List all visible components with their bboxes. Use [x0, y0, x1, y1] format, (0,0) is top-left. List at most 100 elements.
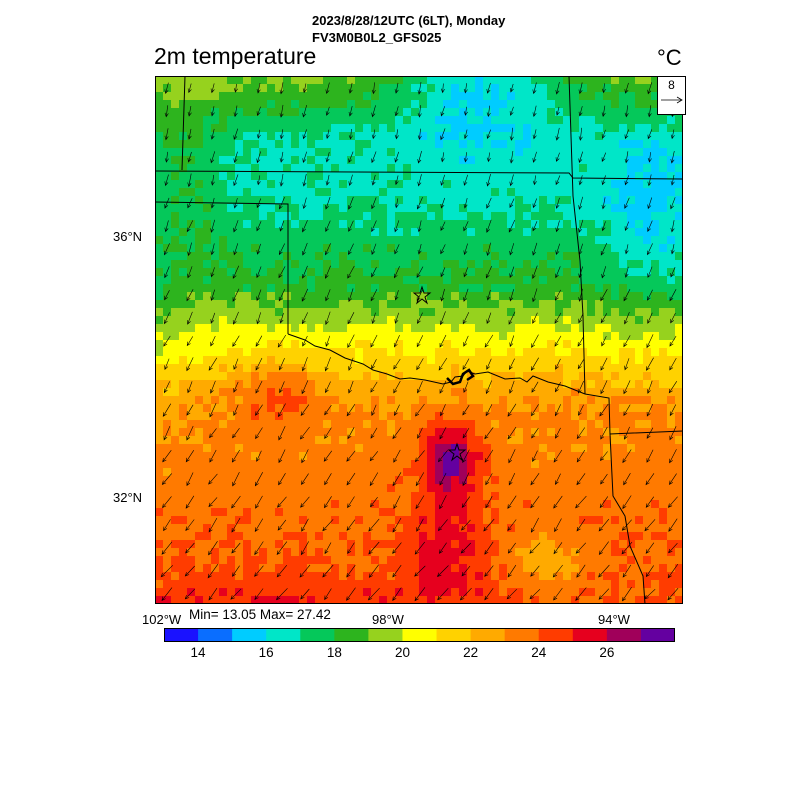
temperature-cell: [387, 268, 396, 277]
temperature-cell: [571, 292, 580, 301]
temperature-cell: [643, 100, 652, 109]
temperature-cell: [643, 420, 652, 429]
wind-arrow: [439, 334, 447, 348]
temperature-cell: [531, 476, 540, 485]
temperature-cell: [259, 164, 268, 173]
temperature-cell: [611, 180, 620, 189]
temperature-cell: [451, 484, 460, 493]
temperature-cell: [603, 540, 612, 549]
temperature-cell: [587, 124, 596, 133]
temperature-cell: [307, 380, 316, 389]
wind-arrow: [279, 381, 285, 394]
temperature-cell: [675, 380, 683, 389]
temperature-cell: [331, 236, 340, 245]
temperature-cell: [531, 540, 540, 549]
temperature-cell: [163, 308, 172, 317]
temperature-cell: [483, 316, 492, 325]
temperature-cell: [155, 524, 164, 533]
temperature-cell: [211, 364, 220, 373]
temperature-cell: [539, 204, 548, 213]
temperature-cell: [187, 140, 196, 149]
temperature-cell: [603, 300, 612, 309]
temperature-cell: [587, 220, 596, 229]
temperature-cell: [427, 500, 436, 509]
temperature-cell: [475, 380, 484, 389]
temperature-cell: [403, 84, 412, 93]
temperature-cell: [267, 516, 276, 525]
temperature-cell: [163, 444, 172, 453]
temperature-cell: [571, 252, 580, 261]
temperature-cell: [195, 324, 204, 333]
temperature-cell: [635, 300, 644, 309]
wind-arrow: [440, 244, 446, 255]
temperature-cell: [171, 260, 180, 269]
temperature-cell: [451, 332, 460, 341]
temperature-cell: [659, 532, 668, 541]
temperature-cell: [539, 300, 548, 309]
temperature-cell: [339, 244, 348, 253]
temperature-cell: [203, 420, 212, 429]
temperature-cell: [419, 340, 428, 349]
temperature-cell: [307, 332, 316, 341]
temperature-cell: [267, 372, 276, 381]
temperature-cell: [427, 412, 436, 421]
temperature-cell: [235, 76, 244, 85]
temperature-cell: [595, 84, 604, 93]
temperature-cell: [539, 308, 548, 317]
temperature-cell: [651, 516, 660, 525]
temperature-cell: [211, 180, 220, 189]
temperature-cell: [419, 148, 428, 157]
wind-arrow: [440, 152, 445, 163]
wind-arrow: [279, 243, 285, 256]
temperature-cell: [587, 588, 596, 597]
temperature-cell: [379, 436, 388, 445]
temperature-cell: [667, 260, 676, 269]
temperature-cell: [323, 148, 332, 157]
temperature-cell: [323, 348, 332, 357]
temperature-cell: [643, 564, 652, 573]
temperature-cell: [179, 284, 188, 293]
temperature-cell: [427, 300, 436, 309]
temperature-cell: [443, 436, 452, 445]
temperature-cell: [403, 292, 412, 301]
wind-arrow: [160, 565, 174, 578]
temperature-cell: [491, 180, 500, 189]
temperature-cell: [291, 268, 300, 277]
temperature-cell: [307, 268, 316, 277]
temperature-cell: [523, 268, 532, 277]
temperature-cell: [307, 564, 316, 573]
temperature-cell: [491, 204, 500, 213]
wind-arrow: [507, 426, 517, 440]
wind-arrow: [578, 196, 583, 210]
wind-arrow: [575, 542, 587, 554]
temperature-cell: [651, 132, 660, 141]
wind-arrow: [530, 517, 539, 533]
temperature-cell: [627, 364, 636, 373]
temperature-cell: [523, 204, 532, 213]
temperature-cell: [203, 460, 212, 469]
temperature-cell: [395, 268, 404, 277]
temperature-cell: [603, 212, 612, 221]
temperature-cell: [435, 316, 444, 325]
temperature-cell: [275, 388, 284, 397]
temperature-cell: [339, 436, 348, 445]
temperature-cell: [627, 556, 636, 565]
temperature-cell: [347, 484, 356, 493]
temperature-cell: [347, 596, 356, 604]
temperature-cell: [307, 132, 316, 141]
temperature-cell: [667, 372, 676, 381]
wind-arrow: [347, 312, 355, 325]
temperature-cell: [195, 156, 204, 165]
temperature-cell: [275, 324, 284, 333]
temperature-cell: [195, 108, 204, 117]
temperature-cell: [299, 444, 308, 453]
temperature-cell: [595, 548, 604, 557]
temperature-cell: [411, 76, 420, 85]
temperature-cell: [283, 556, 292, 565]
temperature-cell: [627, 508, 636, 517]
temperature-cell: [275, 100, 284, 109]
temperature-cell: [275, 164, 284, 173]
temperature-cell: [371, 220, 380, 229]
wind-arrow: [393, 449, 401, 463]
temperature-cell: [603, 340, 612, 349]
